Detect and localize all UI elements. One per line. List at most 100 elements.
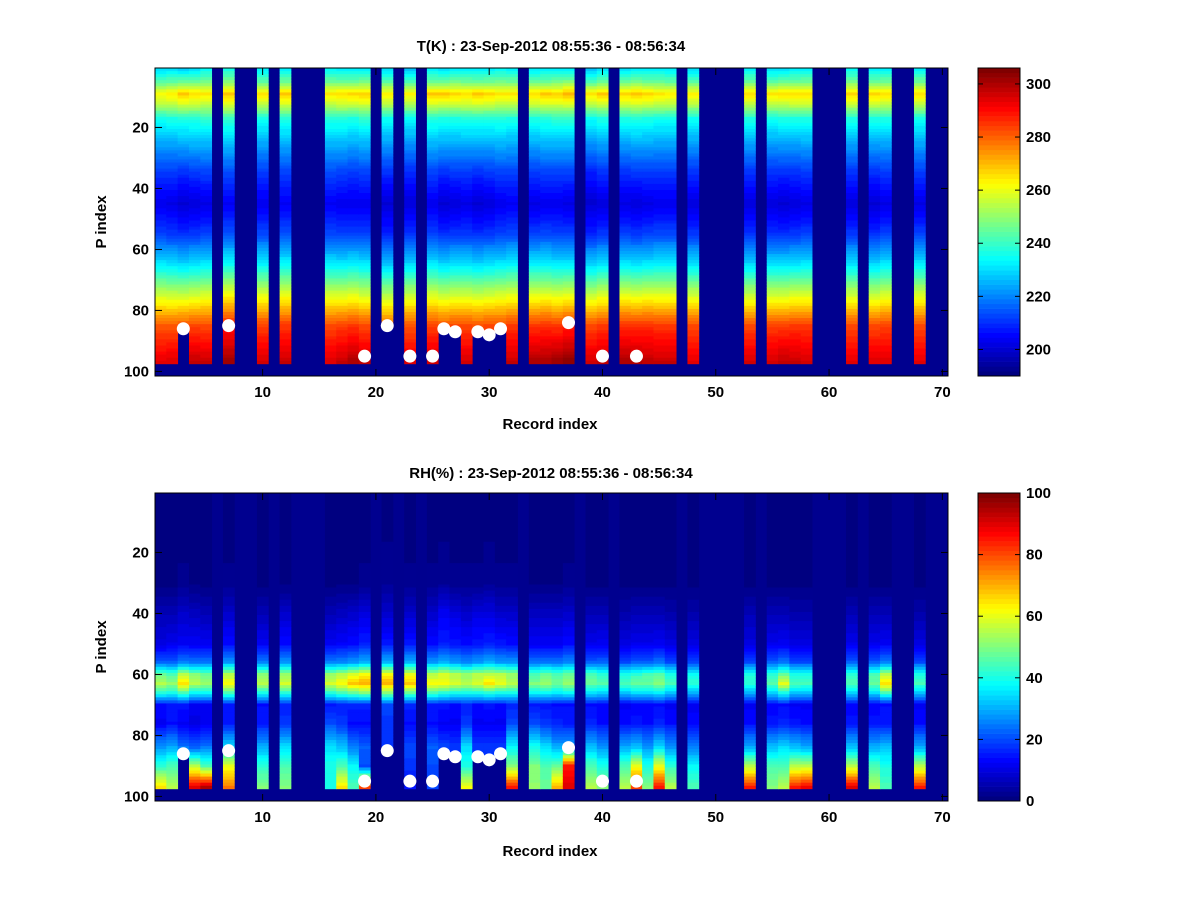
heatmap-cell xyxy=(200,727,213,732)
heatmap-cell xyxy=(653,116,666,121)
heatmap-cell xyxy=(449,150,462,154)
heatmap-cell xyxy=(177,541,190,546)
heatmap-cell xyxy=(426,247,439,252)
heatmap-cell xyxy=(653,144,666,148)
heatmap-cell xyxy=(166,712,179,717)
heatmap-cell xyxy=(449,135,462,139)
heatmap-cell xyxy=(562,68,575,72)
heatmap-cell xyxy=(540,244,552,249)
heatmap-cell xyxy=(687,119,700,124)
heatmap-cell xyxy=(177,700,190,704)
heatmap-cell xyxy=(438,110,450,115)
heatmap-cell xyxy=(177,675,190,680)
heatmap-cell xyxy=(200,186,213,191)
heatmap-cell xyxy=(653,336,666,340)
heatmap-cell xyxy=(778,171,790,176)
heatmap-cell xyxy=(324,226,337,231)
heatmap-cell xyxy=(596,211,609,215)
heatmap-cell xyxy=(166,290,179,295)
heatmap-cell xyxy=(404,345,416,349)
heatmap-cell xyxy=(336,244,348,249)
heatmap-cell xyxy=(449,147,462,151)
heatmap-cell xyxy=(222,538,235,543)
heatmap-cell xyxy=(222,122,235,127)
heatmap-cell xyxy=(177,596,190,601)
heatmap-cell xyxy=(155,156,167,160)
heatmap-cell xyxy=(506,290,518,295)
heatmap-cell xyxy=(222,290,235,295)
heatmap-cell xyxy=(846,226,858,231)
heatmap-cell xyxy=(744,135,756,139)
heatmap-cell xyxy=(188,250,201,255)
heatmap-cell xyxy=(664,269,677,273)
heatmap-cell xyxy=(664,180,677,185)
heatmap-cell xyxy=(653,345,666,349)
heatmap-cell xyxy=(188,773,201,777)
heatmap-cell xyxy=(630,122,643,127)
heatmap-cell xyxy=(460,159,473,163)
heatmap-cell xyxy=(222,293,235,298)
heatmap-cell xyxy=(426,305,439,310)
heatmap-cell xyxy=(358,89,371,93)
heatmap-cell xyxy=(449,116,462,121)
heatmap-cell xyxy=(766,162,779,166)
heatmap-cell xyxy=(279,324,292,328)
heatmap-cell xyxy=(449,107,462,112)
heatmap-cell xyxy=(166,235,179,240)
heatmap-cell xyxy=(460,183,473,188)
heatmap-cell xyxy=(766,254,779,258)
heatmap-cell xyxy=(155,614,167,619)
heatmap-cell xyxy=(789,135,802,139)
heatmap-cell xyxy=(483,138,496,142)
heatmap-cell xyxy=(562,275,575,279)
heatmap-cell xyxy=(687,324,700,328)
heatmap-cell xyxy=(630,174,643,179)
heatmap-cell xyxy=(472,77,484,81)
heatmap-cell xyxy=(438,196,450,200)
heatmap-cell xyxy=(778,80,790,84)
heatmap-cell xyxy=(800,290,813,295)
heatmap-cell xyxy=(336,104,348,109)
heatmap-cell xyxy=(846,104,858,109)
heatmap-cell xyxy=(188,71,201,75)
heatmap-cell xyxy=(472,281,484,285)
heatmap-cell xyxy=(188,116,201,121)
heatmap-cell xyxy=(404,241,416,246)
heatmap-cell xyxy=(596,275,609,279)
heatmap-cell xyxy=(744,171,756,176)
heatmap-cell xyxy=(653,168,666,173)
heatmap-cell xyxy=(200,269,213,273)
heatmap-cell xyxy=(551,360,564,365)
heatmap-cell xyxy=(188,575,201,579)
heatmap-cell xyxy=(222,125,235,130)
heatmap-cell xyxy=(404,299,416,304)
heatmap-cell xyxy=(619,95,632,99)
heatmap-cell xyxy=(778,257,790,261)
heatmap-cell xyxy=(630,71,643,75)
heatmap-cell xyxy=(336,180,348,185)
heatmap-cell xyxy=(166,770,179,774)
heatmap-cell xyxy=(200,538,213,543)
heatmap-cell xyxy=(188,244,201,249)
heatmap-cell xyxy=(200,208,213,212)
heatmap-cell xyxy=(256,569,269,573)
heatmap-cell xyxy=(188,712,201,717)
heatmap-cell xyxy=(687,272,700,276)
heatmap-cell xyxy=(642,318,654,322)
heatmap-cell xyxy=(630,250,643,255)
heatmap-cell xyxy=(494,235,507,240)
heatmap-cell xyxy=(200,199,213,203)
heatmap-cell xyxy=(449,144,462,148)
heatmap-cell xyxy=(506,144,518,148)
heatmap-cell xyxy=(358,92,371,96)
heatmap-cell xyxy=(789,308,802,313)
heatmap-cell xyxy=(653,311,666,316)
heatmap-cell xyxy=(177,630,190,634)
heatmap-cell xyxy=(358,183,371,188)
heatmap-cell xyxy=(358,244,371,249)
heatmap-cell xyxy=(506,189,518,194)
heatmap-cell xyxy=(653,122,666,127)
heatmap-cell xyxy=(347,247,360,252)
heatmap-cell xyxy=(381,177,394,182)
heatmap-cell xyxy=(880,95,892,99)
